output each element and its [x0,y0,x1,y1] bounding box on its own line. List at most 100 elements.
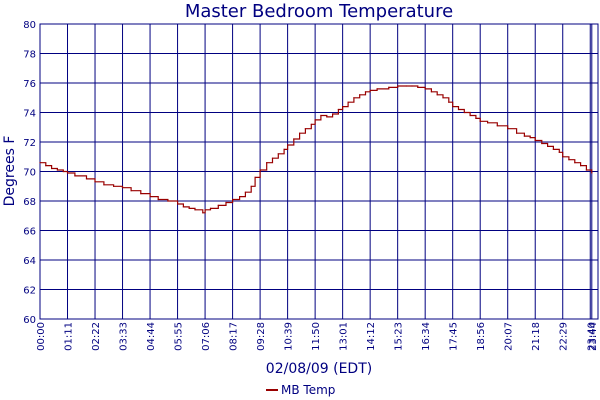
data-point [266,162,268,164]
data-point [541,142,543,145]
data-point [121,187,124,189]
x-tick-label: 10:39 [284,322,295,351]
data-point [463,111,465,114]
data-point [523,135,526,137]
data-point [149,196,151,198]
x-tick-label: 03:33 [119,322,130,351]
data-point [388,86,390,88]
x-tick-label: 08:17 [229,322,240,351]
data-point [337,108,339,111]
x-tick-label: 21:18 [531,322,542,351]
data-point [299,132,301,134]
data-point [304,128,306,130]
data-point [417,86,419,88]
data-point [332,113,334,115]
data-point [342,106,344,108]
data-point [436,94,438,96]
y-tick-label: 80 [23,20,36,31]
legend-label: MB Temp [281,383,335,397]
data-point [239,196,241,198]
x-tick-label: 01:11 [64,322,75,351]
data-point [364,91,367,93]
x-tick-label: 23:40 [586,322,597,351]
data-point [66,172,69,174]
data-point [209,207,212,209]
x-tick-label: 20:07 [504,322,515,351]
data-point [202,212,204,214]
data-point [547,145,549,147]
series-layer [39,85,593,214]
data-point [347,101,349,103]
data-point [217,204,219,206]
x-tick-label: 14:12 [366,322,377,351]
data-point [591,172,593,174]
data-point [487,122,489,124]
data-point [271,157,274,159]
y-tick-label: 62 [23,286,36,297]
x-tick-label: 11:50 [311,322,322,351]
data-point [397,85,399,87]
data-point [259,169,261,171]
data-point [56,169,59,171]
x-tick-label: 09:28 [256,322,267,351]
data-point [293,138,295,140]
y-tick-label: 60 [23,315,36,326]
x-tick-label: 05:55 [174,322,185,351]
data-point [74,175,76,177]
data-point [113,185,115,187]
data-point [507,128,509,130]
y-tick-label: 64 [23,256,36,267]
data-point [182,206,184,208]
data-point [353,97,355,99]
data-point [405,85,407,87]
data-point [204,209,206,211]
data-point [157,198,159,201]
x-axis-title: 02/08/09 (EDT) [266,361,372,377]
y-tick-label: 68 [23,197,36,208]
data-point [188,207,190,209]
chart-title: Master Bedroom Temperature [185,1,453,22]
data-point [287,144,289,146]
x-tick-label: 00:00 [36,322,47,351]
data-point [359,94,361,96]
y-tick-label: 72 [23,138,36,149]
data-point [45,165,47,167]
data-point [254,176,256,178]
plot-area [39,23,599,320]
data-point [167,200,169,202]
data-point [314,119,316,121]
data-point [568,159,570,161]
data-point [277,153,279,155]
x-tick-label: 04:44 [146,322,157,351]
data-point [103,184,105,186]
y-tick-label: 78 [23,50,36,61]
data-point [310,123,312,125]
data-point [326,116,328,118]
x-axis-ticks: 00:00 01:11 02:22 03:33 04:44 05:55 07:06 08:17… [36,322,599,351]
data-point [225,201,227,204]
data-point [194,209,196,211]
data-point [244,191,246,193]
y-tick-label: 70 [23,168,36,179]
data-point [62,170,64,173]
data-point [140,193,142,195]
data-point [529,137,531,139]
y-axis-title: Degrees F [2,136,18,207]
y-axis-ticks: 60 62 64 66 68 70 72 74 76 78 80 [23,20,36,326]
x-tick-label: 02:22 [91,322,102,351]
data-point [558,151,560,153]
data-point [94,181,96,183]
x-tick-label: 15:23 [394,322,405,351]
y-tick-label: 66 [23,227,36,238]
data-point [580,165,582,167]
x-tick-label: 23:44 [588,322,599,351]
data-point [85,178,88,180]
y-tick-label: 74 [23,109,36,120]
x-tick-label: 16:34 [421,322,432,351]
data-point [534,139,536,142]
data-point [130,190,132,192]
data-point [516,132,518,134]
data-point [479,120,481,122]
data-point [562,156,564,158]
